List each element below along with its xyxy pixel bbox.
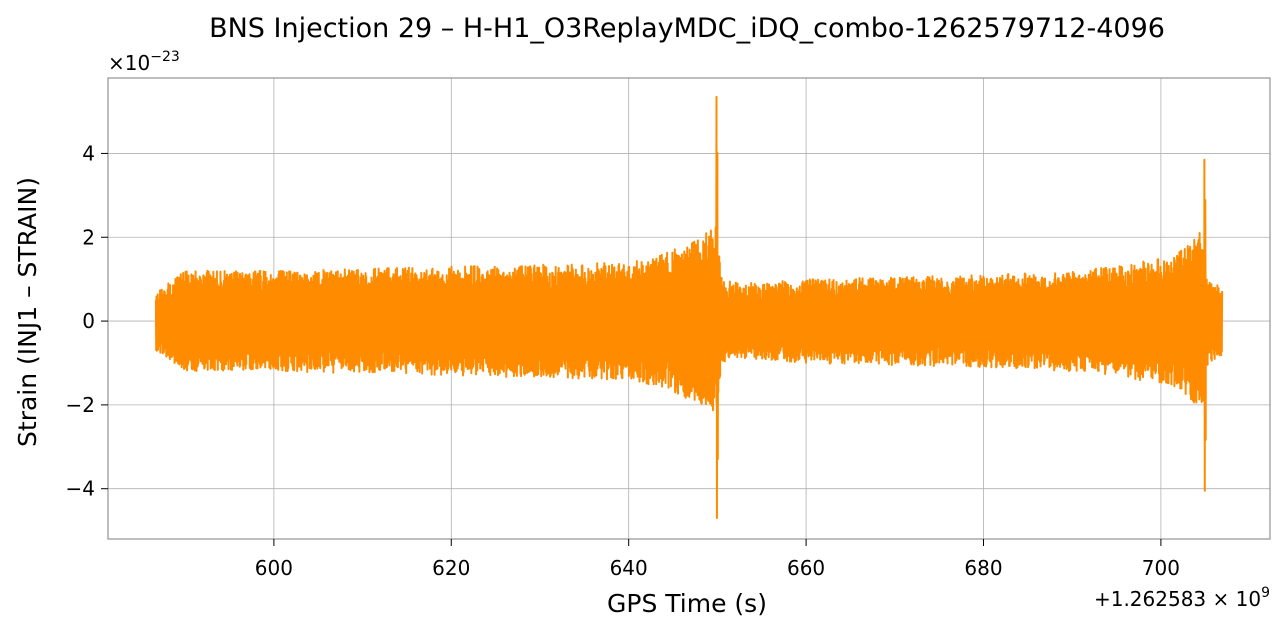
y-multiplier-label: ×10−23 <box>108 49 180 75</box>
chart-title: BNS Injection 29 – H-H1_O3ReplayMDC_iDQ_… <box>209 13 1165 44</box>
x-tick-label: 640 <box>610 556 648 580</box>
x-tick-label: 660 <box>787 556 825 580</box>
x-offset-label: +1.262583 × 109 <box>1094 585 1270 611</box>
y-tick-label: −2 <box>66 393 95 417</box>
x-axis-label: GPS Time (s) <box>607 589 767 618</box>
plot-area <box>154 95 1224 520</box>
x-offset-base: +1.262583 × 10 <box>1094 587 1261 611</box>
x-tick-label: 620 <box>432 556 470 580</box>
y-axis-label: Strain (INJ1 – STRAIN) <box>13 177 42 447</box>
x-tick-label: 700 <box>1142 556 1180 580</box>
y-tick-label: 2 <box>82 225 95 249</box>
y-tick-label: −4 <box>66 477 95 501</box>
y-multiplier-base: ×10 <box>108 51 150 75</box>
y-tick-label: 0 <box>82 309 95 333</box>
x-offset-exponent: 9 <box>1261 585 1270 601</box>
x-tick-label: 680 <box>964 556 1002 580</box>
tick-marks <box>101 152 1162 546</box>
x-tick-label: 600 <box>255 556 293 580</box>
strain-series-line <box>154 95 1224 520</box>
y-multiplier-exponent: −23 <box>150 49 180 65</box>
y-tick-label: 4 <box>82 141 95 165</box>
tick-labels: 600 620 640 660 680 700 −4 −2 0 2 4 <box>66 141 1180 580</box>
axes-frame <box>107 77 1271 540</box>
